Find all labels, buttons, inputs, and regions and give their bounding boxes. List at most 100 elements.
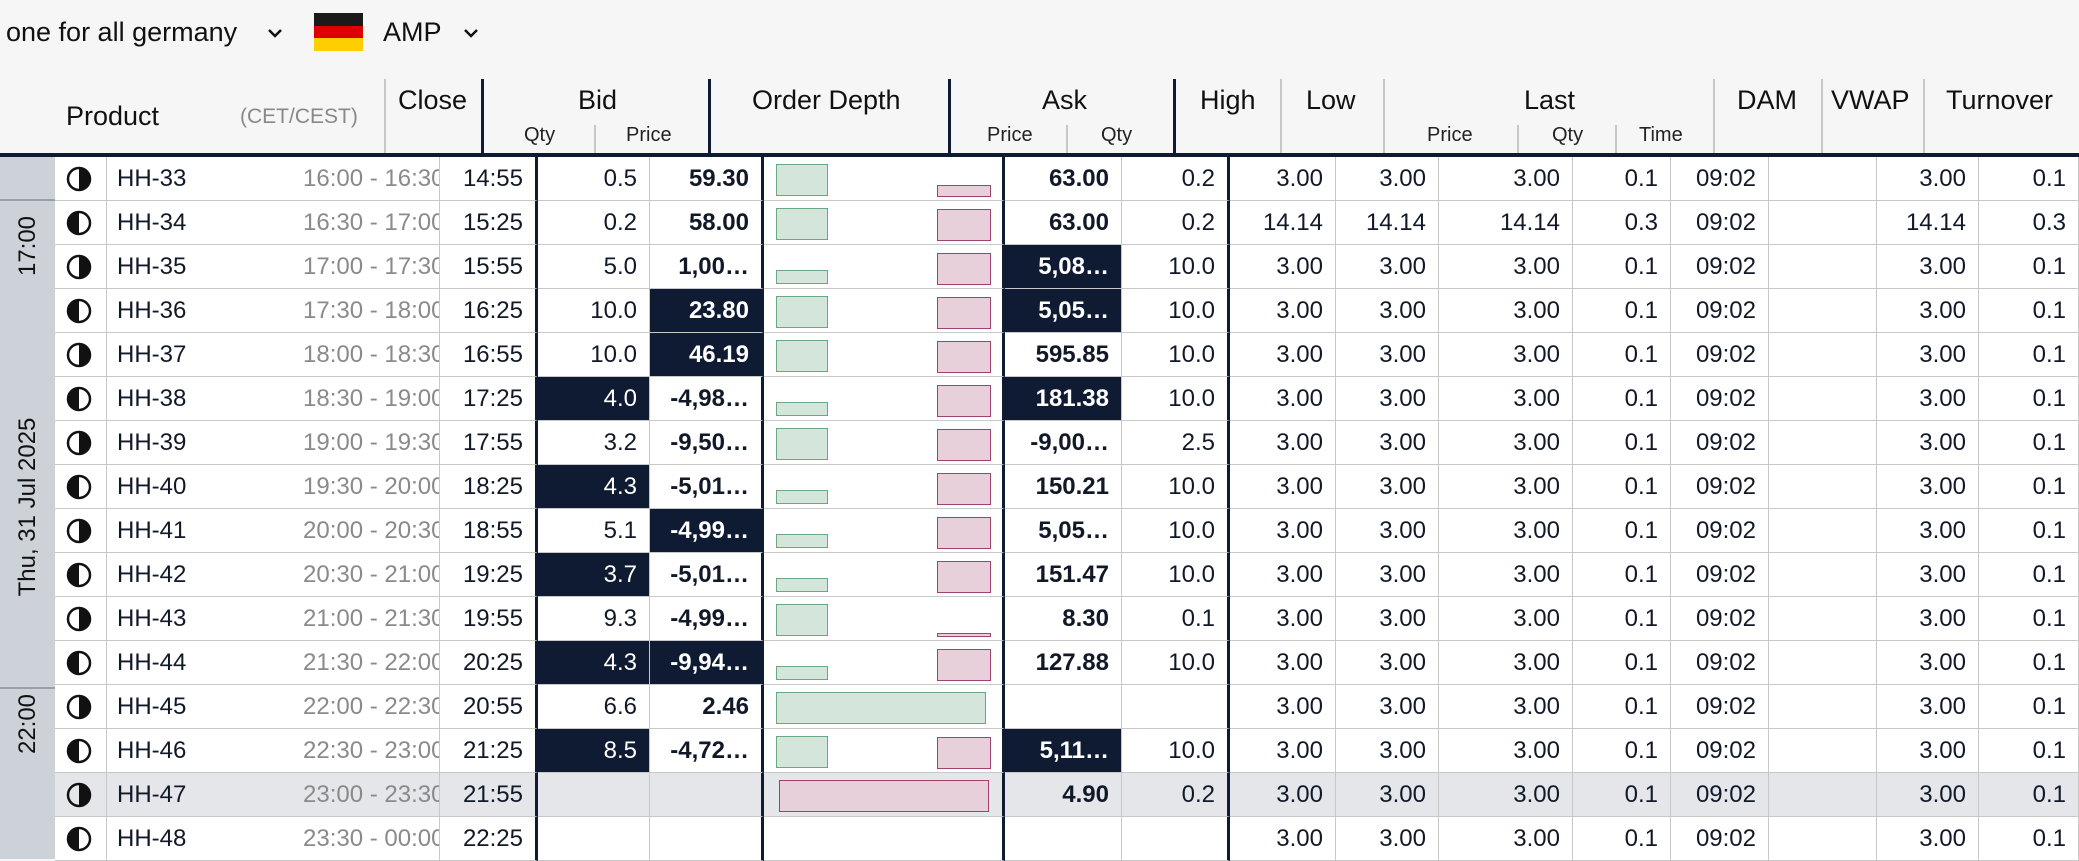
ask-price[interactable]: [1005, 817, 1122, 861]
bid-qty[interactable]: 5.0: [538, 245, 650, 289]
table-row[interactable]: HH-44 21:30 - 22:00 20:25 4.3 -9,94… 127.88 10…: [55, 641, 2079, 685]
ask-price[interactable]: -9,00…: [1005, 421, 1122, 465]
ask-price[interactable]: 4.90: [1005, 773, 1122, 817]
bid-qty[interactable]: 6.6: [538, 685, 650, 729]
ask-price[interactable]: 127.88: [1005, 641, 1122, 685]
ask-qty[interactable]: 10.0: [1122, 377, 1230, 421]
ask-qty[interactable]: 0.2: [1122, 157, 1230, 201]
turnover-value: 0.1: [1979, 157, 2079, 201]
bid-qty[interactable]: 9.3: [538, 597, 650, 641]
bid-qty[interactable]: 5.1: [538, 509, 650, 553]
header-high[interactable]: High: [1200, 85, 1256, 115]
ask-qty[interactable]: 10.0: [1122, 465, 1230, 509]
ask-qty[interactable]: 10.0: [1122, 509, 1230, 553]
ask-qty[interactable]: 10.0: [1122, 729, 1230, 773]
ask-qty[interactable]: 0.2: [1122, 201, 1230, 245]
table-row[interactable]: HH-46 22:30 - 23:00 21:25 8.5 -4,72… 5,11… 10.…: [55, 729, 2079, 773]
header-dam[interactable]: DAM: [1737, 85, 1797, 115]
bid-price[interactable]: [650, 817, 764, 861]
bid-price[interactable]: 23.80: [650, 289, 764, 333]
header-close[interactable]: Close: [398, 85, 468, 115]
table-row[interactable]: HH-45 22:00 - 22:30 20:55 6.6 2.46 3.00 3.00 3.…: [55, 685, 2079, 729]
ask-price[interactable]: [1005, 685, 1122, 729]
ask-price[interactable]: 63.00: [1005, 201, 1122, 245]
ask-price[interactable]: 5,05…: [1005, 509, 1122, 553]
bid-price[interactable]: -5,01…: [650, 553, 764, 597]
bid-qty[interactable]: 10.0: [538, 333, 650, 377]
chevron-down-icon[interactable]: [264, 22, 286, 44]
ask-qty[interactable]: 0.1: [1122, 597, 1230, 641]
bid-qty[interactable]: 4.0: [538, 377, 650, 421]
portfolio-selector[interactable]: AMP: [383, 17, 442, 47]
vwap-value-text: 3.00: [1919, 605, 1966, 632]
bid-price-text: -5,01…: [670, 561, 749, 588]
bid-qty[interactable]: 3.7: [538, 553, 650, 597]
ask-qty[interactable]: 10.0: [1122, 333, 1230, 377]
bid-price[interactable]: 58.00: [650, 201, 764, 245]
table-row[interactable]: HH-37 18:00 - 18:30 16:55 10.0 46.19 595.85 10…: [55, 333, 2079, 377]
bid-price[interactable]: -4,72…: [650, 729, 764, 773]
bid-qty[interactable]: 3.2: [538, 421, 650, 465]
ask-price[interactable]: 63.00: [1005, 157, 1122, 201]
ask-price[interactable]: 5,08…: [1005, 245, 1122, 289]
ask-price[interactable]: 151.47: [1005, 553, 1122, 597]
account-selector[interactable]: one for all germany: [6, 17, 238, 47]
header-ask-qty: Qty: [1101, 124, 1133, 146]
chevron-down-icon[interactable]: [460, 22, 482, 44]
bid-price[interactable]: -5,01…: [650, 465, 764, 509]
bid-qty[interactable]: 4.3: [538, 641, 650, 685]
ask-price[interactable]: 8.30: [1005, 597, 1122, 641]
table-row[interactable]: HH-35 17:00 - 17:30 15:55 5.0 1,00… 5,08… 10.0…: [55, 245, 2079, 289]
bid-qty[interactable]: [538, 773, 650, 817]
bid-qty[interactable]: 0.2: [538, 201, 650, 245]
header-low[interactable]: Low: [1306, 85, 1356, 115]
bid-price[interactable]: [650, 773, 764, 817]
bid-price[interactable]: 46.19: [650, 333, 764, 377]
table-row[interactable]: HH-40 19:30 - 20:00 18:25 4.3 -5,01… 150.21 10…: [55, 465, 2079, 509]
bid-price[interactable]: 2.46: [650, 685, 764, 729]
header-vwap[interactable]: VWAP: [1831, 85, 1910, 115]
table-row[interactable]: HH-41 20:00 - 20:30 18:55 5.1 -4,99… 5,05… 10.…: [55, 509, 2079, 553]
bid-price[interactable]: -9,94…: [650, 641, 764, 685]
bid-price[interactable]: -4,99…: [650, 597, 764, 641]
table-row[interactable]: HH-36 17:30 - 18:00 16:25 10.0 23.80 5,05… 10.…: [55, 289, 2079, 333]
ask-price[interactable]: 181.38: [1005, 377, 1122, 421]
bid-price[interactable]: 1,00…: [650, 245, 764, 289]
table-row[interactable]: HH-43 21:00 - 21:30 19:55 9.3 -4,99… 8.30 0.1 3…: [55, 597, 2079, 641]
bid-price[interactable]: -4,99…: [650, 509, 764, 553]
ask-price[interactable]: 595.85: [1005, 333, 1122, 377]
table-row[interactable]: HH-47 23:00 - 23:30 21:55 4.90 0.2 3.00 3.00 3.…: [55, 773, 2079, 817]
table-row[interactable]: HH-48 23:30 - 00:00 22:25 3.00 3.00 3.00 0.1 09…: [55, 817, 2079, 861]
table-row[interactable]: HH-42 20:30 - 21:00 19:25 3.7 -5,01… 151.47 10…: [55, 553, 2079, 597]
ask-price[interactable]: 150.21: [1005, 465, 1122, 509]
bid-price[interactable]: 59.30: [650, 157, 764, 201]
ask-qty[interactable]: 0.2: [1122, 773, 1230, 817]
last-qty-text: 0.1: [1624, 781, 1658, 808]
ask-price[interactable]: 5,05…: [1005, 289, 1122, 333]
bid-price[interactable]: -9,50…: [650, 421, 764, 465]
table-row[interactable]: HH-33 16:00 - 16:30 14:55 0.5 59.30 63.00 0.2 3…: [55, 157, 2079, 201]
ask-price[interactable]: 5,11…: [1005, 729, 1122, 773]
ask-qty[interactable]: 10.0: [1122, 641, 1230, 685]
table-row[interactable]: HH-38 18:30 - 19:00 17:25 4.0 -4,98… 181.38 10…: [55, 377, 2079, 421]
ask-qty[interactable]: [1122, 817, 1230, 861]
half-hour-icon-cell: [55, 333, 107, 377]
bid-qty[interactable]: 8.5: [538, 729, 650, 773]
ask-qty[interactable]: [1122, 685, 1230, 729]
ask-qty[interactable]: 2.5: [1122, 421, 1230, 465]
header-turnover[interactable]: Turnover: [1946, 85, 2054, 115]
bid-qty[interactable]: 0.5: [538, 157, 650, 201]
ask-qty[interactable]: 10.0: [1122, 245, 1230, 289]
header-product[interactable]: Product: [66, 101, 160, 131]
table-row[interactable]: HH-39 19:00 - 19:30 17:55 3.2 -9,50… -9,00… 2.…: [55, 421, 2079, 465]
bid-qty[interactable]: 10.0: [538, 289, 650, 333]
bid-qty[interactable]: [538, 817, 650, 861]
table-row[interactable]: HH-34 16:30 - 17:00 15:25 0.2 58.00 63.00 0.2 1…: [55, 201, 2079, 245]
bid-qty-text: 4.0: [603, 385, 637, 412]
ask-qty[interactable]: 10.0: [1122, 553, 1230, 597]
bid-price[interactable]: -4,98…: [650, 377, 764, 421]
product-name-text: HH-33: [117, 165, 187, 192]
bid-qty[interactable]: 4.3: [538, 465, 650, 509]
dam-value: [1769, 597, 1877, 641]
ask-qty[interactable]: 10.0: [1122, 289, 1230, 333]
